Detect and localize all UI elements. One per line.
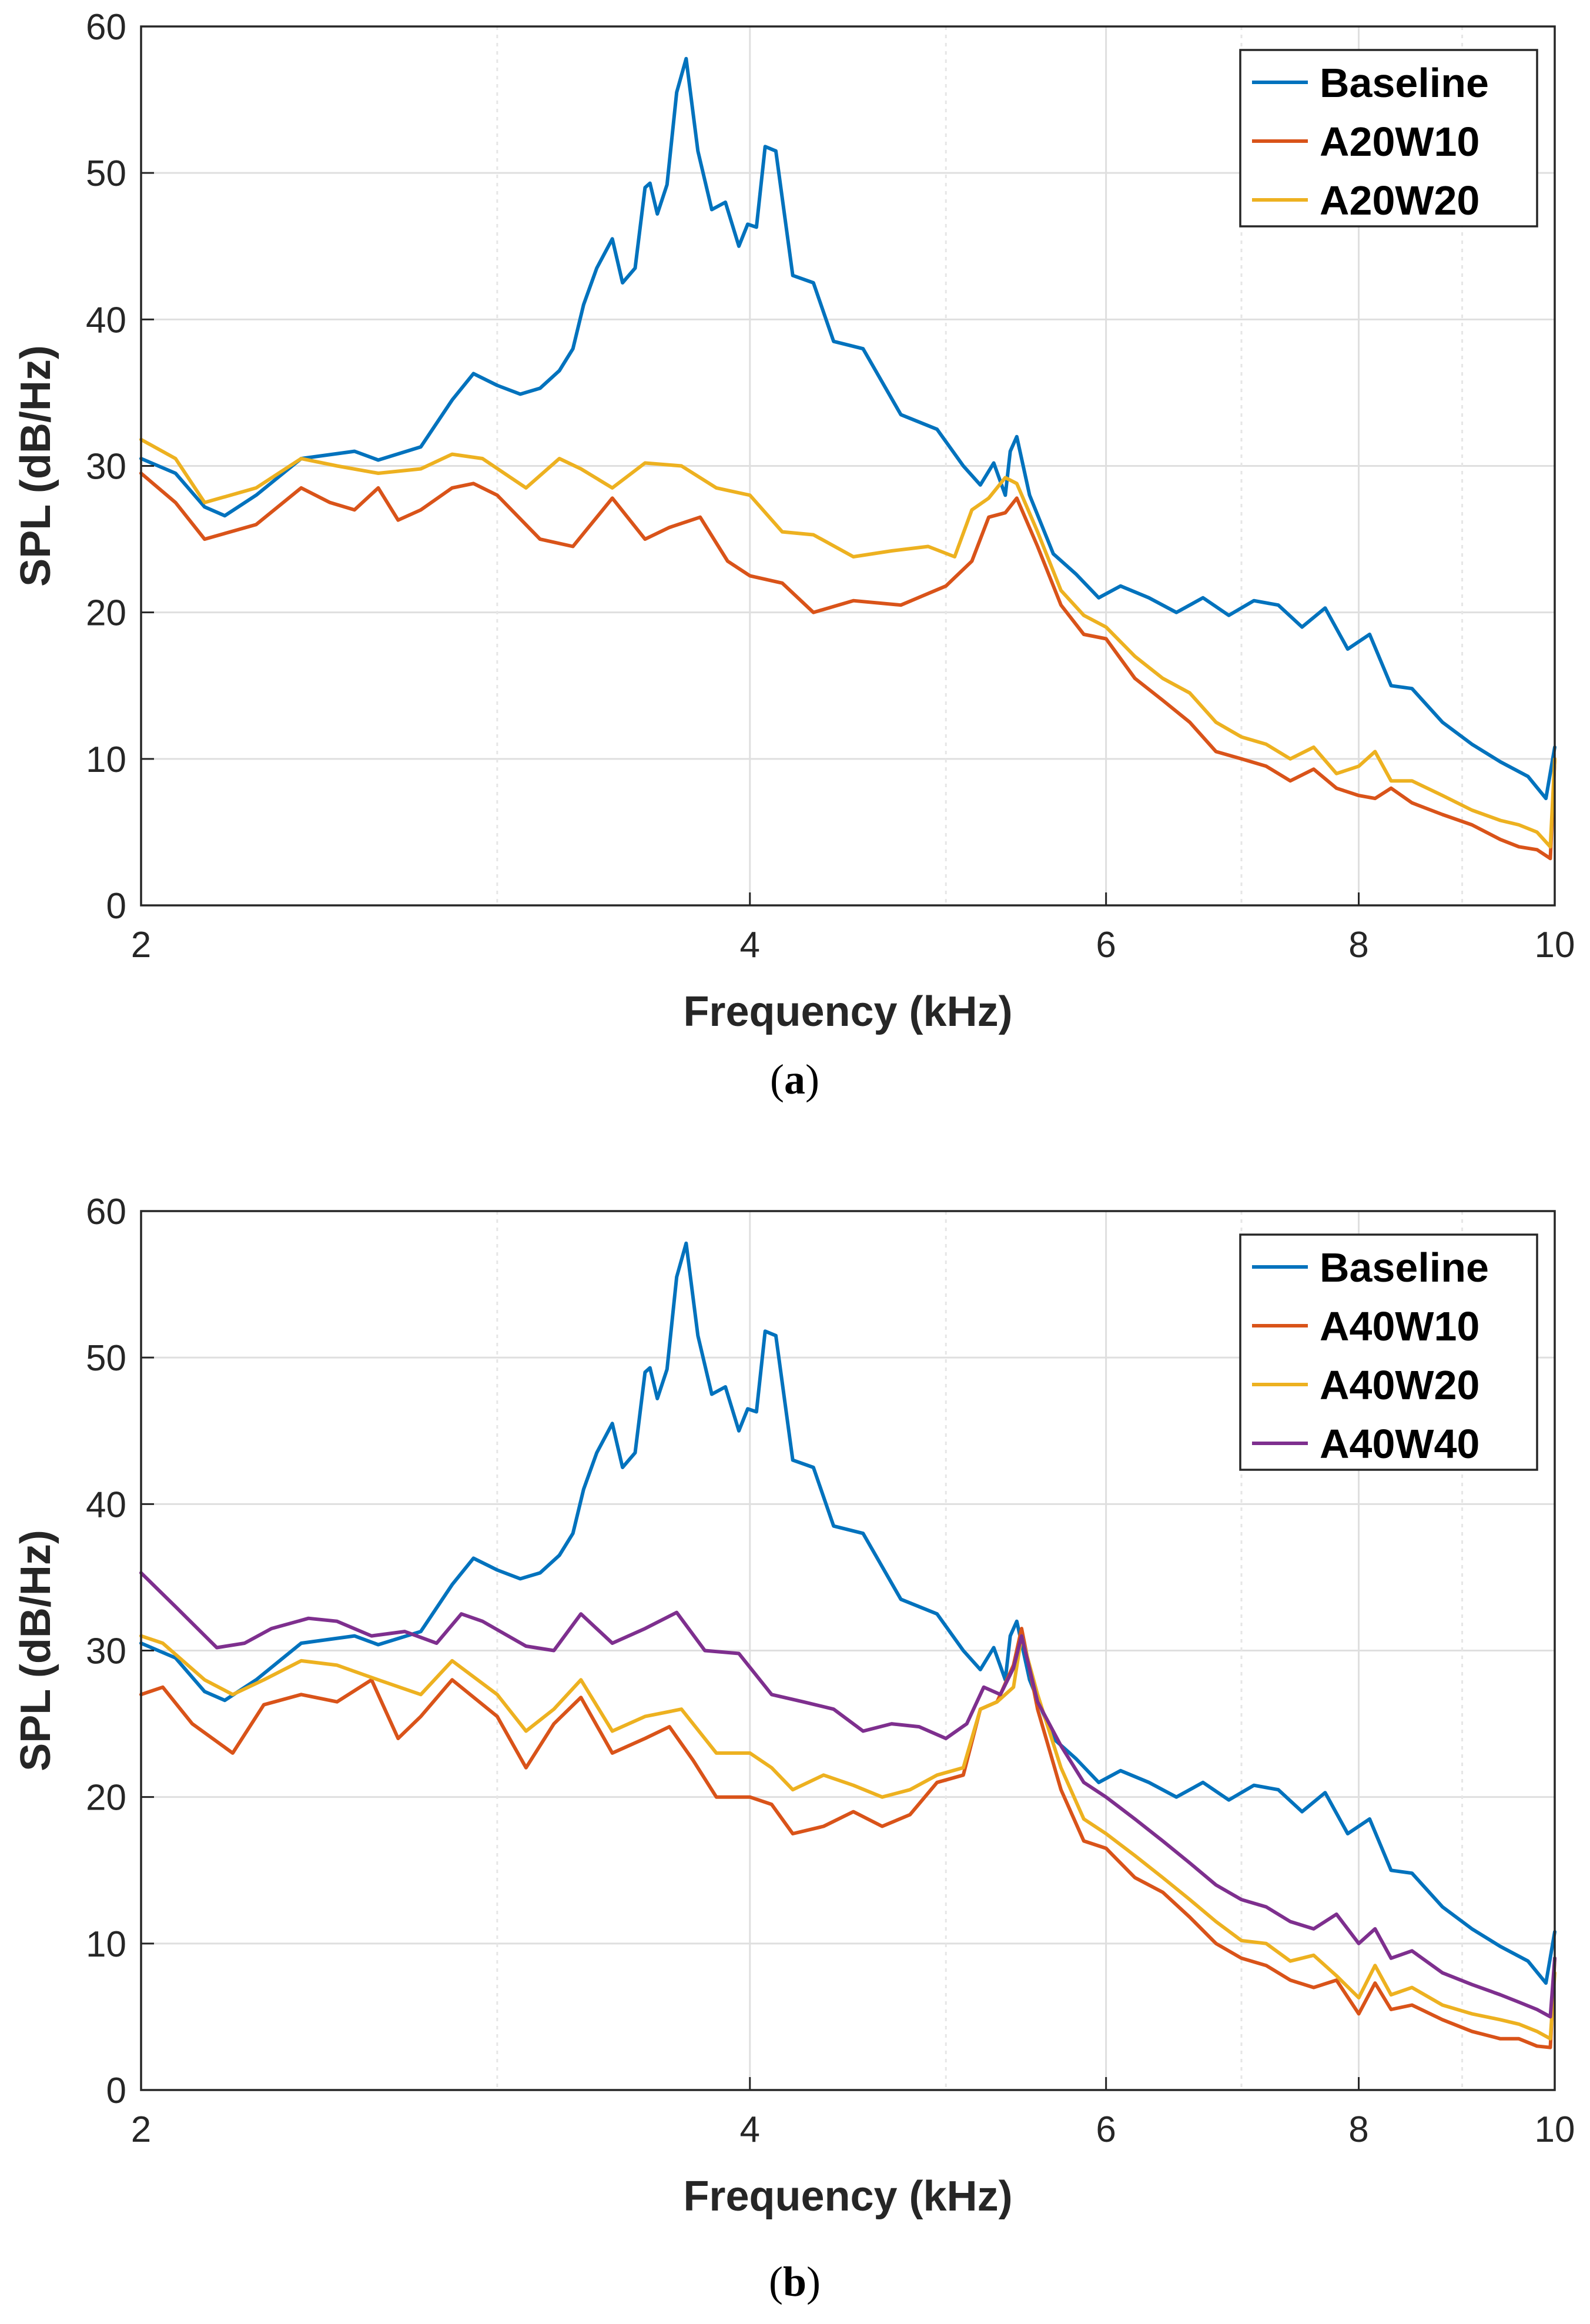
y-tick-label-50-b: 50 (86, 1338, 126, 1379)
x-tick-label-8-b: 8 (1348, 2109, 1368, 2150)
y-tick-label-20-b: 20 (86, 1778, 126, 1818)
caption-b-letter: b (783, 2258, 806, 2305)
y-tick-label-10-b: 10 (86, 1924, 126, 1965)
x-axis-label-a: Frequency (kHz) (683, 988, 1012, 1035)
series-line-a20w10-a (139, 472, 1556, 861)
y-tick-label-40-b: 40 (86, 1484, 126, 1525)
tick-labels-a: 2 4 6 8 10 0 10 20 30 40 50 60 (86, 7, 1575, 965)
x-tick-label-10-b: 10 (1535, 2109, 1575, 2150)
series-layer-b (139, 1241, 1556, 2049)
y-tick-label-40-a: 40 (86, 300, 126, 340)
legend-label-a40w10-b: A40W10 (1320, 1303, 1479, 1349)
series-layer-a (139, 56, 1556, 861)
x-axis-label-b: Frequency (kHz) (683, 2173, 1012, 2220)
y-axis-label-b: SPL (dB/Hz) (12, 1530, 59, 1771)
y-tick-label-30-b: 30 (86, 1631, 126, 1672)
legend-label-baseline-a: Baseline (1320, 60, 1489, 106)
series-line-baseline-a (139, 56, 1556, 801)
series-line-a40w20-b (139, 1634, 1556, 2041)
legend-a: Baseline A20W10 A20W20 (1239, 49, 1538, 228)
y-tick-label-0-a: 0 (106, 886, 126, 927)
chart-panel-a: 2 4 6 8 10 0 10 20 30 40 50 60 Frequency (kHz) SPL … (12, 7, 1575, 1103)
chart-panel-b: 2 4 6 8 10 0 10 20 30 40 50 60 Frequency (kHz) SPL … (12, 1192, 1575, 2305)
legend-label-a40w40-b: A40W40 (1320, 1421, 1479, 1467)
x-tick-label-4-b: 4 (740, 2109, 760, 2150)
series-line-baseline-b (139, 1241, 1556, 1985)
y-axis-label-a: SPL (dB/Hz) (12, 345, 59, 587)
x-tick-label-6-b: 6 (1096, 2109, 1116, 2150)
legend-label-a20w10-a: A20W10 (1320, 119, 1479, 165)
legend-label-a40w20-b: A40W20 (1320, 1362, 1479, 1408)
legend-b: Baseline A40W10 A40W20 A40W40 (1239, 1233, 1538, 1471)
y-tick-label-10-a: 10 (86, 740, 126, 780)
legend-label-baseline-b: Baseline (1320, 1245, 1489, 1290)
y-tick-label-50-a: 50 (86, 153, 126, 194)
legend-box-b (1239, 1233, 1538, 1471)
y-tick-label-60-b: 60 (86, 1192, 126, 1232)
y-tick-label-20-a: 20 (86, 593, 126, 634)
x-tick-label-2-b: 2 (131, 2109, 151, 2150)
x-tick-label-2-a: 2 (131, 925, 151, 965)
x-tick-label-4-a: 4 (740, 925, 760, 965)
y-tick-label-0-b: 0 (106, 2071, 126, 2111)
x-tick-label-10-a: 10 (1535, 925, 1575, 965)
series-line-a40w40-b (139, 1571, 1556, 2019)
series-line-a20w20-a (139, 437, 1556, 849)
legend-box-a (1239, 49, 1538, 228)
caption-b: (b) (769, 2258, 821, 2305)
y-tick-label-60-a: 60 (86, 7, 126, 48)
series-line-a40w10-b (139, 1627, 1556, 2049)
y-tick-label-30-a: 30 (86, 447, 126, 487)
caption-a-letter: a (784, 1056, 805, 1103)
tick-labels-b: 2 4 6 8 10 0 10 20 30 40 50 60 (86, 1192, 1575, 2150)
legend-label-a20w20-a: A20W20 (1320, 178, 1479, 223)
x-tick-label-8-a: 8 (1348, 925, 1368, 965)
x-tick-label-6-a: 6 (1096, 925, 1116, 965)
caption-a: (a) (770, 1056, 819, 1103)
